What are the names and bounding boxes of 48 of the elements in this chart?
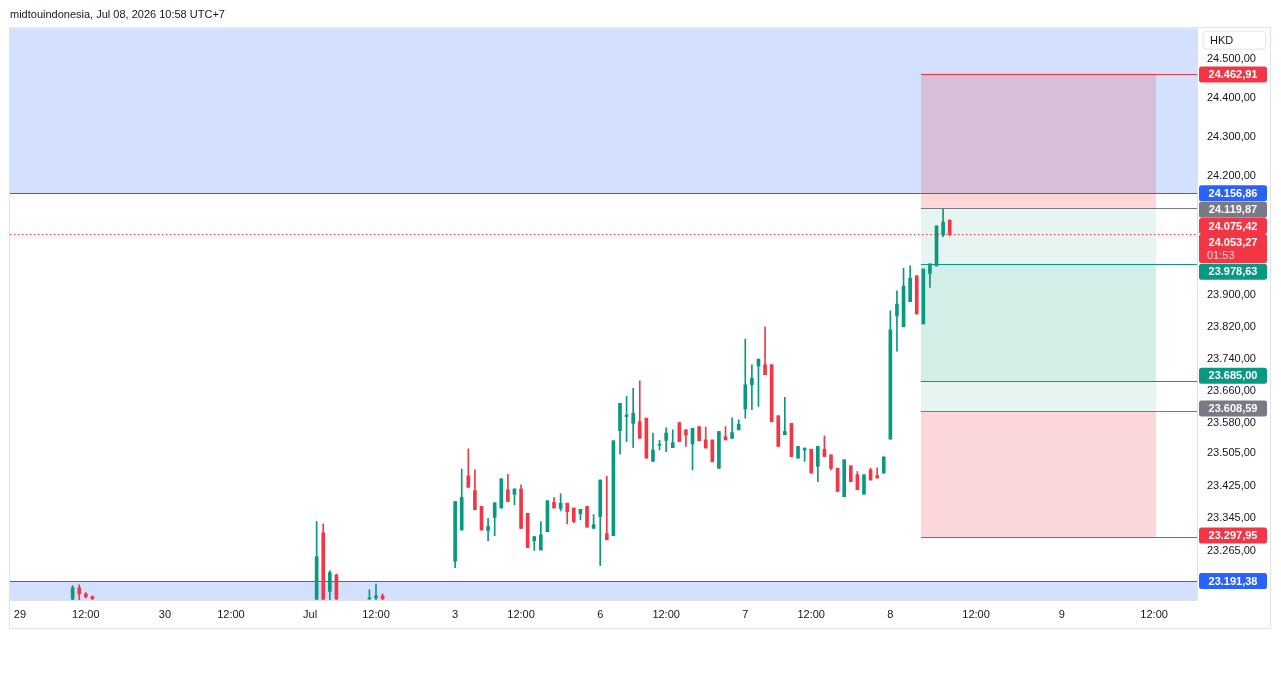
ref-line-label: 23.608,59 bbox=[1208, 402, 1258, 415]
ref-line-label: 24.119,87 bbox=[1208, 203, 1258, 216]
x-tick-label: 7 bbox=[742, 607, 749, 620]
candlestick bbox=[604, 476, 609, 541]
chart-title: midtouindonesia, Jul 08, 2026 10:58 UTC+7 bbox=[10, 7, 225, 20]
y-tick-label: 24.300,00 bbox=[1207, 130, 1256, 143]
y-tick-label: 24.500,00 bbox=[1207, 52, 1256, 65]
candlestick bbox=[750, 364, 754, 411]
ref-line-label: 24.156,86 bbox=[1208, 186, 1258, 199]
x-tick-label: 3 bbox=[452, 607, 459, 620]
x-tick-label: Jul bbox=[303, 607, 318, 620]
x-tick-label: 29 bbox=[13, 607, 27, 620]
y-tick-label: 24.200,00 bbox=[1207, 169, 1256, 182]
ref-line-label: 23.685,00 bbox=[1208, 369, 1258, 382]
ref-line-label: 24.053,27 01:53 bbox=[1207, 235, 1258, 261]
candlestick bbox=[631, 388, 636, 448]
y-tick-label: 23.820,00 bbox=[1207, 319, 1256, 332]
y-tick-label: 23.660,00 bbox=[1207, 383, 1256, 396]
ref-line-label: 24.462,91 bbox=[1208, 68, 1258, 81]
candlestick bbox=[895, 290, 899, 352]
x-tick-label: 6 bbox=[597, 607, 604, 620]
x-tick-label: 12:00 bbox=[507, 607, 535, 620]
x-tick-label: 8 bbox=[887, 607, 894, 620]
x-tick-label: 12:00 bbox=[1140, 607, 1168, 620]
y-tick-label: 23.740,00 bbox=[1207, 351, 1256, 364]
y-tick-label: 23.505,00 bbox=[1207, 446, 1256, 459]
y-axis-title: HKD bbox=[1210, 33, 1234, 46]
x-tick-label: 12:00 bbox=[72, 607, 100, 620]
x-tick-label: 12:00 bbox=[217, 607, 245, 620]
x-tick-label: 12:00 bbox=[962, 607, 990, 620]
x-tick-label: 12:00 bbox=[797, 607, 825, 620]
x-tick-label: 30 bbox=[158, 607, 172, 620]
y-tick-label: 23.425,00 bbox=[1207, 478, 1256, 491]
ref-line-label: 23.191,38 bbox=[1208, 574, 1258, 587]
y-tick-label: 24.400,00 bbox=[1207, 91, 1256, 104]
candlestick bbox=[486, 517, 490, 541]
y-tick-label: 23.265,00 bbox=[1207, 543, 1256, 556]
ref-line-label: 23.297,95 bbox=[1208, 528, 1258, 541]
x-tick-label: 12:00 bbox=[362, 607, 390, 620]
text: 24.075,42 bbox=[1208, 219, 1258, 232]
x-tick-label: 9 bbox=[1058, 607, 1065, 620]
candlestick bbox=[763, 326, 767, 376]
y-tick-label: 23.345,00 bbox=[1207, 511, 1256, 524]
x-tick-label: 12:00 bbox=[652, 607, 680, 620]
y-tick-label: 23.580,00 bbox=[1207, 416, 1256, 429]
y-tick-label: 23.900,00 bbox=[1207, 287, 1256, 300]
candlestick bbox=[783, 396, 787, 436]
ref-line-label: 23.978,63 bbox=[1208, 265, 1258, 278]
